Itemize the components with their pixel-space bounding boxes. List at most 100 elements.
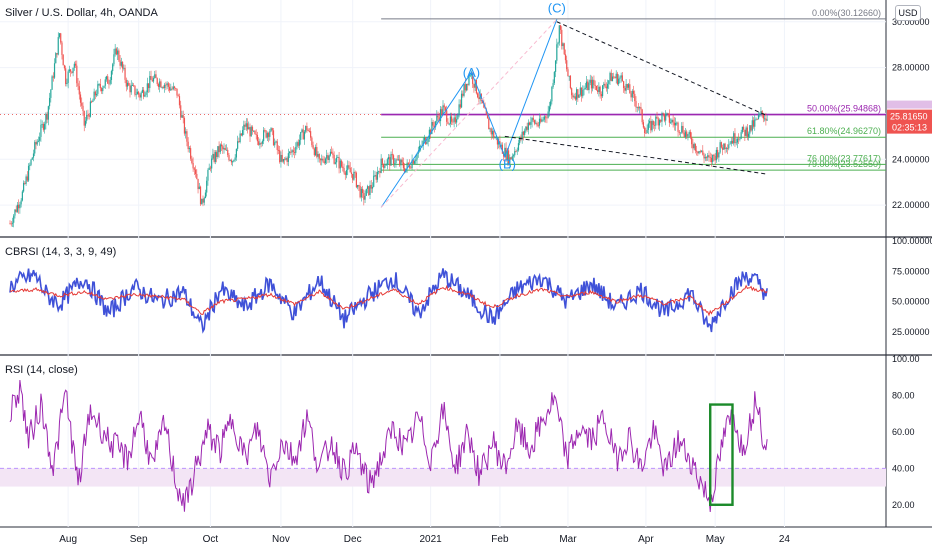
time-tick-label: Aug (59, 534, 77, 545)
candle-countdown-label: 02:35:13 (892, 123, 927, 133)
candle-body (266, 133, 268, 138)
candle-body (611, 76, 614, 82)
channel-line (556, 21, 768, 117)
candle-body (423, 137, 426, 141)
candle-body (381, 158, 383, 164)
time-tick-label: May (706, 534, 725, 545)
candle-body (418, 145, 421, 152)
candle-body (460, 93, 463, 108)
candle-body (332, 153, 334, 155)
candle-body (129, 85, 131, 93)
candle-body (119, 60, 121, 66)
candle-body (463, 84, 465, 96)
candle-body (694, 143, 696, 151)
candle-body (601, 85, 604, 97)
candle-body (203, 198, 205, 203)
candle-body (301, 129, 303, 133)
candle-body (488, 118, 490, 130)
candle-body (436, 115, 438, 122)
candle-body (354, 171, 356, 173)
candle-body (11, 222, 14, 224)
main-chart-title: Silver / U.S. Dollar, 4h, OANDA (5, 7, 158, 19)
candle-body (546, 117, 548, 119)
candle-body (454, 117, 456, 123)
candle-body (112, 64, 114, 72)
candle-body (507, 150, 510, 164)
candle-body (684, 131, 687, 138)
candle-body (375, 175, 377, 180)
candle-body (473, 83, 475, 88)
rsi-tick-label: 20.00 (892, 500, 915, 510)
candle-body (619, 77, 621, 79)
candle-body (451, 116, 453, 122)
candle-body (441, 109, 443, 115)
fib-level-label: 61.80%(24.96270) (807, 126, 881, 136)
candle-body (642, 122, 645, 128)
candle-body (486, 114, 489, 119)
candle-body (217, 146, 219, 157)
candle-body (333, 154, 335, 164)
candle-body (188, 148, 190, 150)
candle-body (386, 159, 388, 165)
time-tick-label: Nov (272, 534, 290, 545)
candle-body (516, 150, 518, 152)
candle-body (40, 124, 42, 137)
candle-body (564, 54, 567, 61)
candle-body (103, 85, 105, 88)
candle-body (527, 122, 529, 130)
candle-body (124, 67, 126, 80)
candle-body (614, 77, 616, 79)
candle-body (89, 101, 92, 117)
cbrsi-series-line (9, 284, 768, 317)
candle-body (275, 141, 277, 143)
candle-body (433, 125, 435, 128)
candle-body (588, 82, 590, 91)
candle-body (692, 144, 694, 149)
candle-body (318, 154, 320, 159)
candle-body (653, 124, 656, 126)
candle-body (535, 122, 537, 124)
candle-body (218, 146, 220, 153)
candle-body (25, 176, 27, 184)
candle-body (751, 120, 753, 131)
candle-body (107, 76, 109, 84)
candle-body (666, 113, 668, 115)
candle-body (376, 171, 379, 180)
candle-body (279, 150, 281, 163)
candle-body (479, 93, 481, 100)
candle-body (702, 150, 704, 155)
candle-body (56, 53, 58, 55)
rsi-tick-label: 60.00 (892, 427, 915, 437)
candle-body (48, 97, 51, 107)
candle-body (67, 71, 69, 83)
candle-body (599, 86, 601, 95)
candle-body (187, 141, 189, 150)
candle-body (307, 129, 309, 131)
currency-badge[interactable]: USD (895, 5, 921, 21)
candle-body (515, 151, 517, 152)
candle-body (182, 115, 184, 119)
candle-body (603, 83, 605, 86)
candle-body (166, 83, 168, 86)
candle-body (181, 115, 183, 118)
candle-body (133, 84, 135, 86)
candle-body (220, 144, 223, 147)
candle-body (277, 149, 280, 151)
candle-body (348, 165, 350, 168)
candle-body (667, 113, 669, 115)
candle-body (615, 73, 617, 79)
candle-body (18, 204, 20, 209)
candle-body (235, 148, 237, 158)
candle-body (708, 155, 710, 158)
candle-body (302, 129, 304, 140)
candle-body (574, 96, 576, 100)
candle-body (662, 113, 664, 114)
candle-body (193, 168, 195, 170)
candle-body (185, 131, 187, 134)
candle-body (344, 172, 346, 175)
candle-body (404, 168, 406, 173)
candle-body (739, 138, 741, 140)
candle-body (60, 33, 62, 43)
candle-body (288, 151, 291, 154)
candle-body (587, 81, 589, 91)
